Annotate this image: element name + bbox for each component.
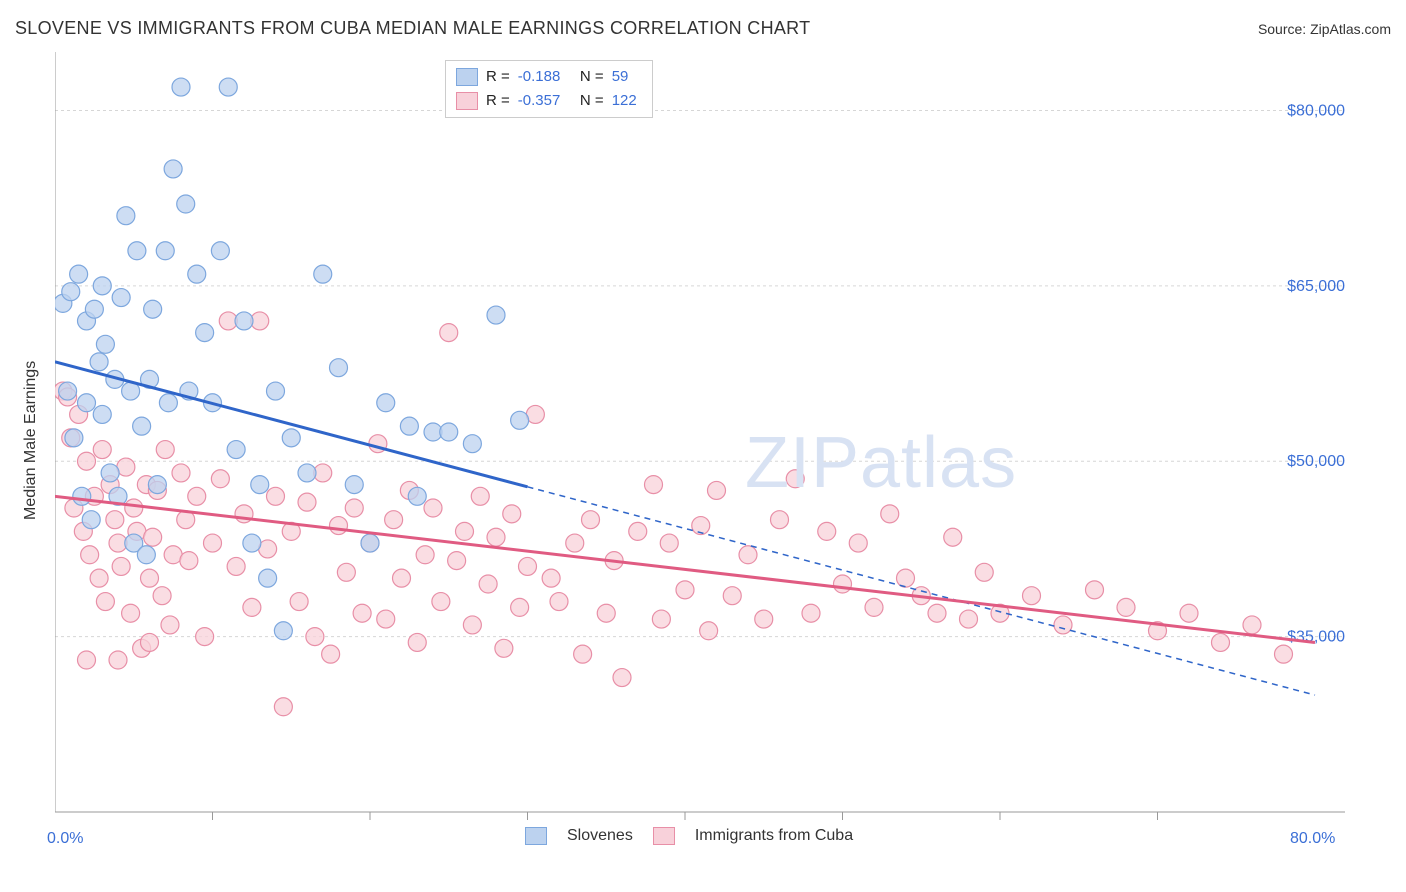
svg-text:$35,000: $35,000	[1287, 629, 1345, 646]
svg-text:$80,000: $80,000	[1287, 102, 1345, 119]
legend-swatch-icon	[456, 68, 478, 86]
chart-title: SLOVENE VS IMMIGRANTS FROM CUBA MEDIAN M…	[15, 18, 810, 39]
chart-area: $35,000$50,000$65,000$80,000 ZIPatlas R …	[55, 52, 1345, 824]
n-label: N =	[576, 65, 604, 89]
source-label: Source: ZipAtlas.com	[1258, 21, 1391, 37]
legend-swatch-icon	[653, 827, 675, 845]
r-label: R =	[486, 89, 510, 113]
scatter-plot: $35,000 $50,000 $65,000 $80,000	[55, 52, 1345, 864]
title-bar: SLOVENE VS IMMIGRANTS FROM CUBA MEDIAN M…	[15, 18, 1391, 39]
stats-legend: R = -0.188 N = 59 R = -0.357 N = 122	[445, 60, 653, 118]
x-tick-label: 0.0%	[47, 830, 83, 848]
legend-swatch-icon	[525, 827, 547, 845]
n-value: 59	[612, 65, 642, 89]
r-value: -0.357	[518, 89, 568, 113]
y-axis-label: Median Male Earnings	[22, 361, 40, 520]
x-tick-label: 80.0%	[1290, 830, 1335, 848]
n-label: N =	[576, 89, 604, 113]
stats-legend-row: R = -0.188 N = 59	[456, 65, 642, 89]
stats-legend-row: R = -0.357 N = 122	[456, 89, 642, 113]
r-value: -0.188	[518, 65, 568, 89]
r-label: R =	[486, 65, 510, 89]
svg-text:$65,000: $65,000	[1287, 278, 1345, 295]
legend-label: Slovenes	[567, 827, 633, 845]
svg-text:$50,000: $50,000	[1287, 453, 1345, 470]
legend-label: Immigrants from Cuba	[695, 827, 853, 845]
bottom-legend: Slovenes Immigrants from Cuba	[525, 827, 853, 845]
n-value: 122	[612, 89, 642, 113]
legend-swatch-icon	[456, 92, 478, 110]
